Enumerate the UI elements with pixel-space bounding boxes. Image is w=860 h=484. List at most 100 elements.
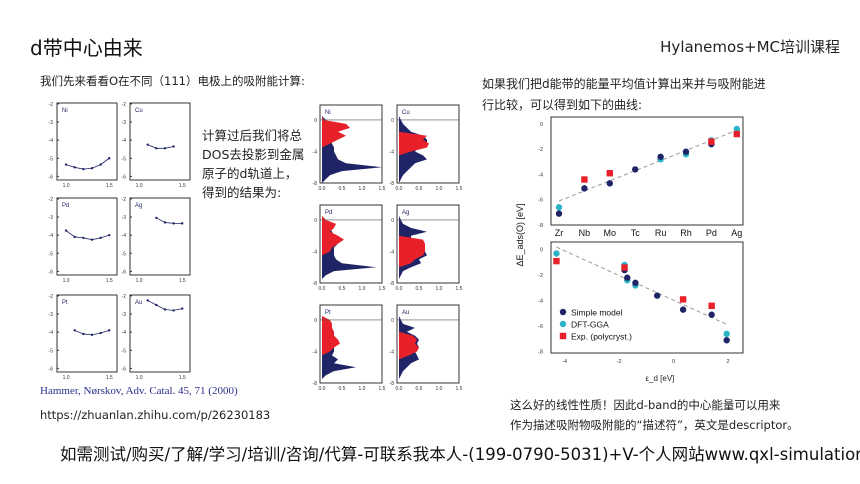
data-point bbox=[82, 332, 85, 336]
x-category-label: Rh bbox=[680, 228, 692, 238]
x-tick-label: 1.0 bbox=[136, 278, 143, 284]
x-tick-label: 1.0 bbox=[136, 375, 143, 381]
middle-line: DOS去投影到金属 bbox=[202, 147, 305, 162]
left-intro: 我们先来看看O在不同（111）电极上的吸附能计算: bbox=[40, 74, 305, 88]
y-tick-label: -8 bbox=[313, 281, 318, 287]
data-point bbox=[108, 329, 111, 332]
y-tick-label: -8 bbox=[538, 350, 543, 356]
x-tick-label: 1.5 bbox=[379, 186, 386, 192]
panel-label: Pt bbox=[62, 300, 68, 306]
x-tick-label: 0 bbox=[672, 359, 675, 365]
source-url[interactable]: https://zhuanlan.zhihu.com/p/26230183 bbox=[40, 408, 271, 422]
y-tick-label: 0 bbox=[314, 218, 317, 224]
x-axis-label: ε_d [eV] bbox=[645, 374, 674, 383]
x-tick-label: 1.0 bbox=[359, 386, 366, 392]
x-tick-label: 0.0 bbox=[396, 186, 403, 192]
middle-line: 计算过后我们将总 bbox=[202, 128, 303, 143]
right-intro-line: 行比较，可以得到如下的曲线: bbox=[482, 98, 643, 112]
plot-frame bbox=[396, 204, 460, 284]
y-tick-label: 0 bbox=[540, 122, 543, 128]
y-tick-label: -4 bbox=[122, 138, 127, 144]
plot-frame bbox=[129, 197, 191, 276]
plot-frame bbox=[319, 304, 383, 384]
fit-line bbox=[556, 246, 729, 326]
simple-model-point bbox=[682, 148, 690, 155]
simple-model-point bbox=[723, 337, 730, 344]
x-category-label: Pd bbox=[706, 228, 717, 238]
data-point bbox=[82, 167, 85, 171]
y-tick-label: -4 bbox=[122, 233, 127, 239]
d-projected-dos-area bbox=[322, 216, 344, 283]
data-point bbox=[90, 238, 94, 241]
y-tick-label: -5 bbox=[122, 348, 127, 354]
data-point bbox=[64, 163, 68, 166]
data-point bbox=[108, 233, 111, 237]
data-point bbox=[108, 157, 111, 160]
panel-label: Pd bbox=[62, 203, 69, 209]
simple-model-point bbox=[708, 311, 715, 318]
x-tick-label: 1.0 bbox=[63, 183, 70, 189]
plot-frame bbox=[56, 197, 118, 276]
x-tick-label: 1.0 bbox=[359, 186, 366, 192]
y-tick-label: -8 bbox=[390, 381, 395, 387]
y-tick-label: -6 bbox=[49, 366, 54, 372]
middle-text: 计算过后我们将总 DOS去投影到金属 原子的d轨道上， 得到的结果为: bbox=[202, 126, 304, 202]
dft-gga-point bbox=[555, 204, 563, 211]
y-tick-label: 0 bbox=[391, 118, 394, 124]
x-category-label: Tc bbox=[631, 228, 641, 238]
x-tick-label: 0.5 bbox=[416, 186, 423, 192]
y-tick-label: 0 bbox=[540, 248, 543, 254]
y-tick-label: -3 bbox=[122, 312, 127, 318]
plot-frame bbox=[129, 294, 191, 373]
plot-frame bbox=[56, 102, 118, 181]
experiment-point bbox=[606, 170, 613, 177]
y-tick-label: -8 bbox=[390, 281, 395, 287]
y-tick-label: -4 bbox=[49, 330, 54, 336]
panel-label: Ag bbox=[135, 203, 142, 209]
y-tick-label: -3 bbox=[49, 120, 54, 126]
x-tick-label: -2 bbox=[617, 359, 622, 365]
simple-model-point bbox=[559, 308, 567, 316]
y-tick-label: -4 bbox=[538, 299, 543, 305]
y-tick-label: 0 bbox=[391, 218, 394, 224]
panel-label: Ni bbox=[62, 108, 68, 114]
y-tick-label: -4 bbox=[390, 249, 395, 255]
d-projected-dos-area bbox=[322, 316, 340, 383]
experiment-point bbox=[581, 176, 588, 183]
data-line bbox=[156, 217, 183, 224]
y-tick-label: -6 bbox=[49, 174, 54, 180]
legend-label: DFT-GGA bbox=[571, 320, 609, 330]
conclusion-line: 作为描述吸附物吸附能的“描述符”，英文是descriptor。 bbox=[510, 418, 799, 432]
data-point bbox=[73, 166, 76, 169]
panel-label: Cu bbox=[135, 108, 143, 114]
data-point bbox=[181, 222, 184, 225]
x-tick-label: 0.0 bbox=[319, 386, 326, 392]
x-tick-label: 1.0 bbox=[436, 186, 443, 192]
y-tick-label: -2 bbox=[49, 294, 54, 300]
data-point bbox=[90, 167, 94, 170]
y-tick-label: -4 bbox=[313, 349, 318, 355]
x-tick-label: 1.5 bbox=[456, 186, 463, 192]
conclusion: 这么好的线性性质！因此d-band的中心能量可以用来 作为描述吸附物吸附能的“描… bbox=[510, 395, 799, 435]
fit-line bbox=[558, 129, 737, 202]
dft-gga-point bbox=[553, 250, 560, 257]
x-tick-label: 1.5 bbox=[179, 183, 186, 189]
y-tick-label: -4 bbox=[122, 330, 127, 336]
x-tick-label: 1.5 bbox=[456, 286, 463, 292]
y-tick-label: -5 bbox=[49, 156, 54, 162]
dft-gga-point bbox=[559, 320, 567, 328]
y-tick-label: -3 bbox=[122, 120, 127, 126]
right-intro: 如果我们把d能带的能量平均值计算出来并与吸附能进 行比较，可以得到如下的曲线: bbox=[482, 74, 766, 116]
simple-model-point bbox=[679, 306, 687, 313]
total-dos-area bbox=[322, 116, 382, 183]
y-tick-label: -2 bbox=[49, 197, 54, 203]
slide-title: d带中心由来 bbox=[30, 36, 143, 60]
data-line bbox=[65, 157, 110, 170]
x-tick-label: 1.5 bbox=[106, 375, 113, 381]
y-tick-label: -2 bbox=[122, 197, 127, 203]
data-point bbox=[155, 303, 158, 307]
y-tick-label: 0 bbox=[391, 318, 394, 324]
data-line bbox=[65, 230, 110, 241]
y-tick-label: -2 bbox=[538, 273, 543, 279]
data-point bbox=[155, 147, 158, 150]
